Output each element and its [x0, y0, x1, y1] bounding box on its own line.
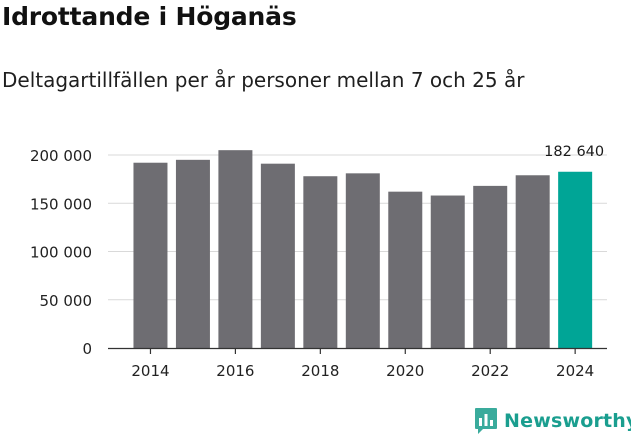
bar-2016 [218, 150, 253, 348]
x-tick-label: 2020 [386, 362, 424, 380]
newsworthy-brand: Newsworthy [474, 404, 631, 438]
y-tick-label: 0 [82, 340, 92, 358]
bars [133, 150, 593, 348]
chart-title: Idrottande i Höganäs [2, 2, 297, 31]
bar-2017 [260, 163, 295, 348]
bar-2018 [303, 176, 338, 348]
x-axis: 2014 2016 2018 2020 2022 2024 [108, 347, 607, 380]
y-tick-label: 50 000 [40, 292, 93, 310]
brand-name: Newsworthy [504, 410, 631, 432]
y-axis-ticks: 0 50 000 100 000 150 000 200 000 [30, 147, 92, 358]
bar-2024 [558, 171, 593, 348]
data-label-2024: 182 640 [544, 144, 604, 160]
bar-2015 [175, 159, 210, 348]
data-labels: 182 640 [544, 144, 604, 160]
x-tick-label: 2022 [471, 362, 509, 380]
bar-2020 [388, 191, 423, 348]
y-tick-label: 200 000 [30, 147, 92, 165]
bar-2021 [430, 195, 465, 348]
y-tick-label: 150 000 [30, 195, 92, 213]
x-tick-label: 2016 [216, 362, 254, 380]
chart-speech-bubble-icon [475, 408, 497, 434]
y-tick-label: 100 000 [30, 244, 92, 262]
bar-2014 [133, 162, 168, 348]
x-tick-label: 2018 [301, 362, 339, 380]
bar-2023 [515, 175, 550, 348]
x-tick-label: 2014 [131, 362, 169, 380]
chart-subtitle: Deltagartillfällen per år personer mella… [2, 68, 525, 92]
bar-2022 [473, 185, 508, 348]
bar-2019 [345, 173, 380, 348]
x-tick-label: 2024 [556, 362, 594, 380]
